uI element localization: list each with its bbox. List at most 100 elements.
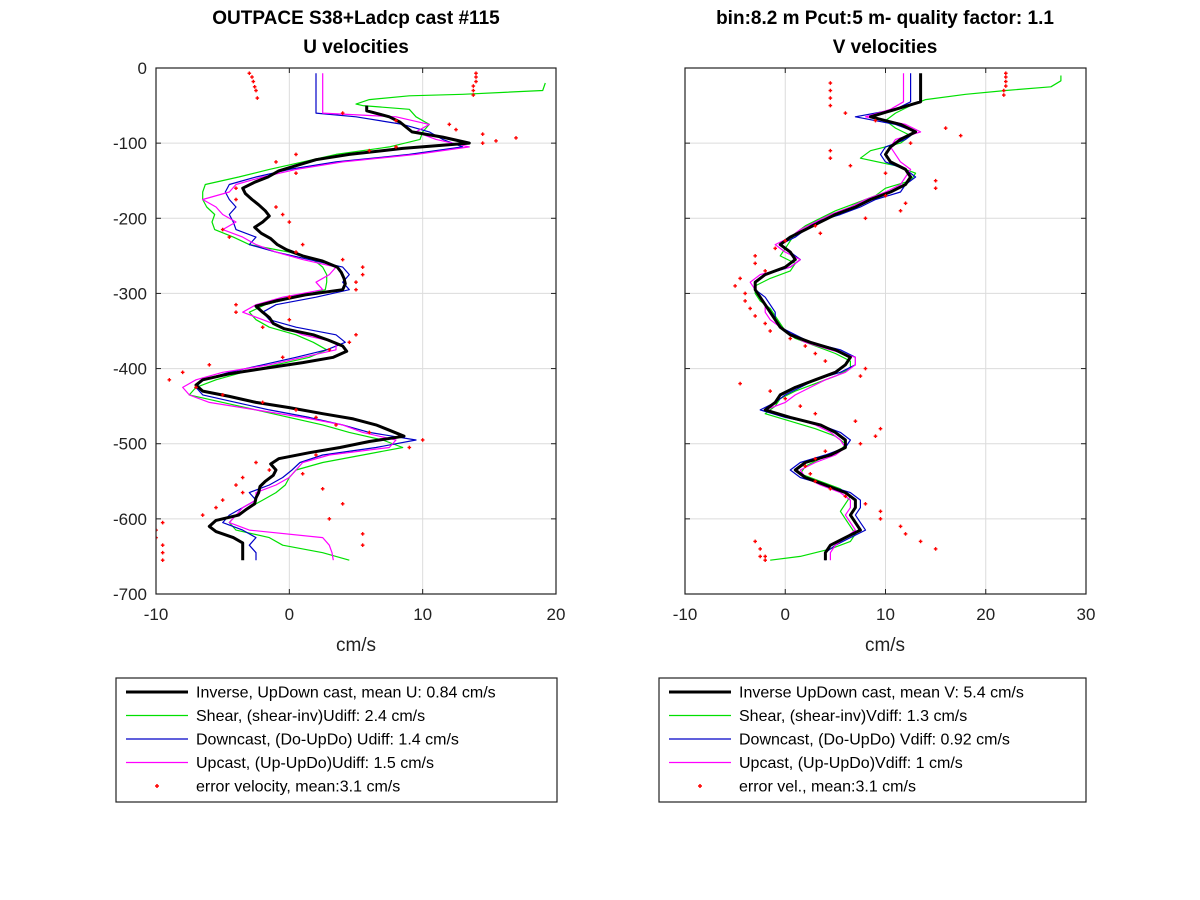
u-legend-label-1: Shear, (shear-inv)Udiff: 2.4 cm/s [196, 708, 425, 725]
u-y-tick-label: -300 [113, 284, 147, 303]
u-error-point [287, 220, 292, 224]
v-error-point [828, 148, 833, 153]
u-error-point [251, 79, 256, 84]
v-error-point [903, 201, 908, 206]
u-error-point [227, 235, 232, 239]
v-error-point [828, 156, 833, 160]
u-error-point [234, 197, 238, 202]
u-y-tick-label: 0 [138, 59, 147, 78]
u-plot-area [156, 68, 556, 594]
u-error-point [367, 148, 372, 153]
v-error-point [803, 344, 808, 348]
u-legend-box [115, 677, 558, 803]
u-error-point [294, 152, 298, 157]
u-error-point [314, 453, 318, 457]
u-error-point [300, 471, 305, 476]
u-y-tick-label: -600 [113, 510, 147, 529]
u-error-point [360, 532, 365, 536]
v-error-point [958, 133, 963, 138]
u-error-point [360, 543, 365, 547]
u-error-point [354, 280, 358, 284]
u-axes-frame [155, 67, 557, 595]
u-error-point [220, 227, 225, 232]
u-error-point [347, 340, 352, 345]
v-error-point [828, 487, 833, 491]
u-velocity-panel: OUTPACE S38+Ladcp cast #115 U velocities… [113, 8, 565, 803]
u-series-4-error-dots [156, 71, 518, 562]
v-error-point [933, 547, 938, 551]
u-error-point [360, 272, 365, 277]
v-error-point [753, 254, 757, 258]
u-error-point [234, 483, 238, 487]
u-error-point [207, 363, 212, 367]
v-x-axis-label: cm/s [865, 635, 905, 656]
v-error-point [808, 471, 813, 476]
v-error-point [753, 539, 757, 544]
u-error-point [454, 127, 458, 132]
u-series-3-line [182, 73, 470, 561]
v-legend-box [658, 677, 1087, 803]
v-error-point [763, 321, 767, 326]
u-error-point [340, 502, 345, 506]
u-error-point [156, 528, 158, 532]
u-error-point [471, 84, 476, 88]
u-error-point [252, 84, 257, 89]
v-error-point [1004, 75, 1008, 79]
v-error-point [783, 396, 788, 401]
v-error-point [933, 178, 938, 183]
v-error-point [813, 479, 818, 484]
v-error-point [813, 224, 818, 228]
u-error-point [194, 385, 198, 390]
v-error-point [903, 532, 908, 536]
u-series-group [156, 71, 546, 562]
u-error-point [160, 558, 165, 562]
u-error-point [354, 332, 358, 337]
v-error-point [813, 456, 818, 461]
u-error-point [254, 460, 258, 465]
v-error-point [748, 306, 752, 311]
u-error-point [255, 96, 260, 100]
v-error-point [863, 366, 868, 371]
v-error-point [863, 502, 868, 506]
v-error-point [843, 494, 848, 499]
v-error-point [758, 554, 762, 559]
u-error-point [471, 88, 476, 93]
v-series-group [733, 71, 1062, 562]
u-error-point [420, 438, 425, 442]
u-error-point [367, 430, 372, 435]
u-error-point [160, 543, 165, 547]
u-error-point [260, 400, 265, 405]
v-x-tick-label: 0 [781, 605, 790, 624]
v-error-point [933, 186, 938, 191]
v-title-line1: bin:8.2 m Pcut:5 m- quality factor: 1.1 [716, 8, 1054, 29]
v-error-point [768, 329, 773, 333]
v-error-point [828, 96, 833, 100]
v-error-point [753, 261, 757, 266]
v-error-point [898, 208, 903, 213]
v-legend-label-2: Downcast, (Do-UpDo) Vdiff: 0.92 cm/s [739, 732, 1010, 749]
v-error-point [763, 554, 767, 559]
u-error-point [167, 378, 172, 382]
v-error-point [1001, 88, 1006, 93]
v-error-point [788, 336, 793, 341]
u-x-tick-label: -10 [144, 605, 169, 624]
u-error-point [260, 325, 265, 330]
v-error-point [883, 171, 888, 175]
u-error-point [160, 520, 165, 525]
u-error-point [280, 212, 285, 217]
u-error-point [274, 205, 278, 209]
u-error-point [447, 122, 452, 127]
v-error-point [733, 284, 737, 288]
u-x-tick-label: 0 [285, 605, 294, 624]
v-error-point [1001, 93, 1006, 97]
u-error-point [240, 475, 245, 480]
v-error-point [883, 193, 888, 198]
u-error-point [200, 513, 205, 517]
u-error-point [294, 250, 298, 254]
v-error-point [1004, 84, 1008, 88]
u-error-point [220, 498, 225, 502]
u-series-0-line [194, 105, 471, 561]
u-y-tick-label: -400 [113, 360, 147, 379]
v-error-point [743, 291, 747, 296]
u-legend-label-2: Downcast, (Do-UpDo) Udiff: 1.4 cm/s [196, 732, 459, 749]
